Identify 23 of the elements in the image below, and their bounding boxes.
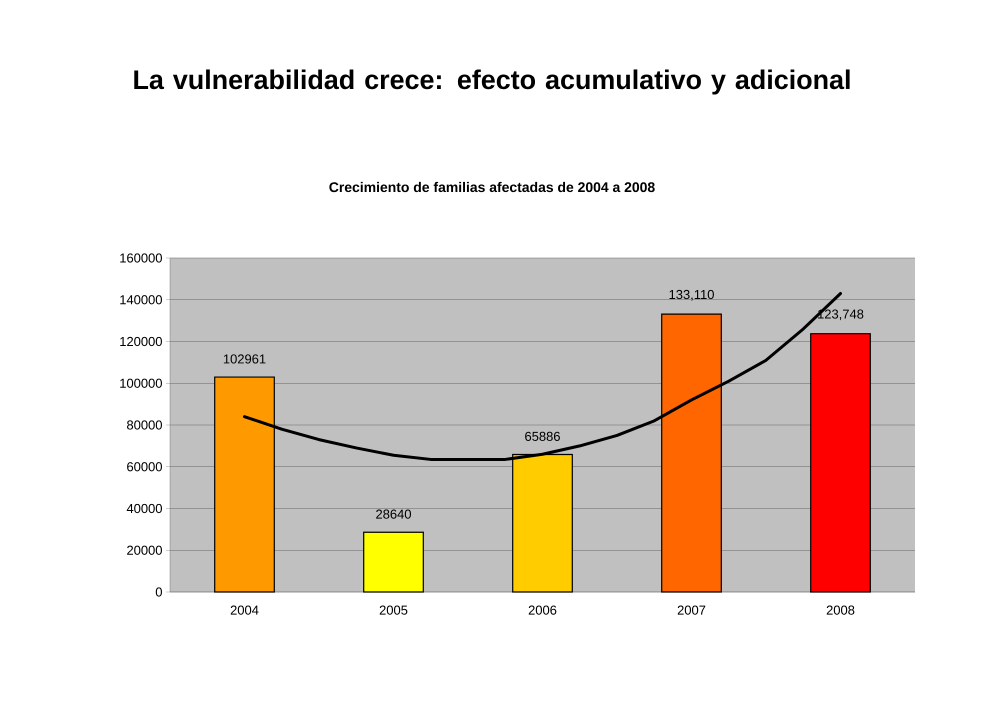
y-tick-label: 80000 <box>127 420 162 430</box>
y-tick-label: 60000 <box>127 462 162 472</box>
chart-title: La vulnerabilidad crece: efecto acumulativo y adicional <box>134 69 850 95</box>
y-tick-label: 140000 <box>120 295 162 304</box>
y-tick-label: 120000 <box>120 336 162 346</box>
chart-subtitle: Crecimiento de familias afectadas de 2004 a 2008 <box>329 182 655 192</box>
data-label: 102961 <box>224 354 266 364</box>
data-label: 123,748 <box>818 309 864 320</box>
x-tick-label: 2006 <box>528 606 556 615</box>
y-tick-label: 40000 <box>126 504 162 514</box>
x-tick-label: 2008 <box>826 606 854 615</box>
bar <box>363 532 424 593</box>
y-tick-label: 0 <box>156 587 162 597</box>
x-tick-label: 2007 <box>678 606 706 615</box>
y-tick-label: 20000 <box>127 546 162 555</box>
x-tick-label: 2004 <box>230 606 259 615</box>
bar <box>810 333 871 593</box>
data-label: 133,110 <box>670 290 714 301</box>
data-label: 65886 <box>525 432 560 441</box>
data-label: 28640 <box>376 510 411 519</box>
y-tick-label: 100000 <box>120 378 162 388</box>
x-tick-label: 2005 <box>380 606 408 615</box>
y-tick-label: 160000 <box>120 253 162 263</box>
